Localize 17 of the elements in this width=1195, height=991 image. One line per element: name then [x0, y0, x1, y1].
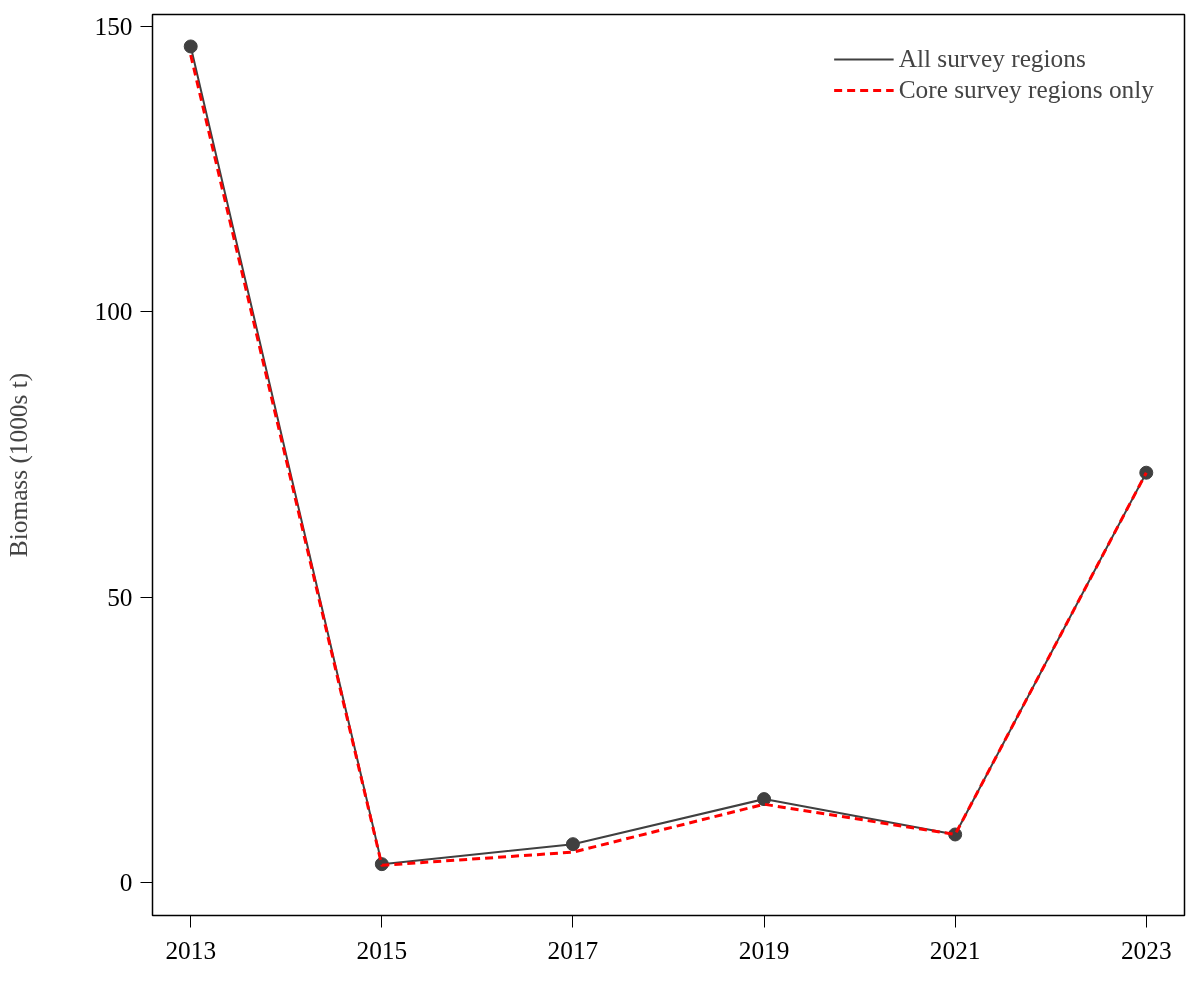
point — [565, 837, 580, 852]
x-tick-label: 2021 — [929, 935, 981, 964]
point — [1139, 465, 1154, 480]
point — [757, 792, 772, 807]
legend-label: All survey regions — [898, 44, 1086, 73]
x-tick-label: 2017 — [547, 935, 599, 964]
x-tick-label: 2015 — [356, 935, 408, 964]
y-tick-label: 0 — [119, 867, 133, 896]
x-tick-label: 2019 — [738, 935, 790, 964]
y-tick-label: 50 — [107, 582, 133, 611]
point — [183, 39, 198, 54]
x-tick-label: 2023 — [1120, 935, 1172, 964]
y-tick-label: 150 — [94, 11, 133, 40]
x-tick-label: 2013 — [165, 935, 217, 964]
y-tick-label: 100 — [94, 297, 133, 326]
legend-label: Core survey regions only — [898, 75, 1154, 104]
y-axis-title: Biomass (1000s t) — [3, 372, 33, 558]
